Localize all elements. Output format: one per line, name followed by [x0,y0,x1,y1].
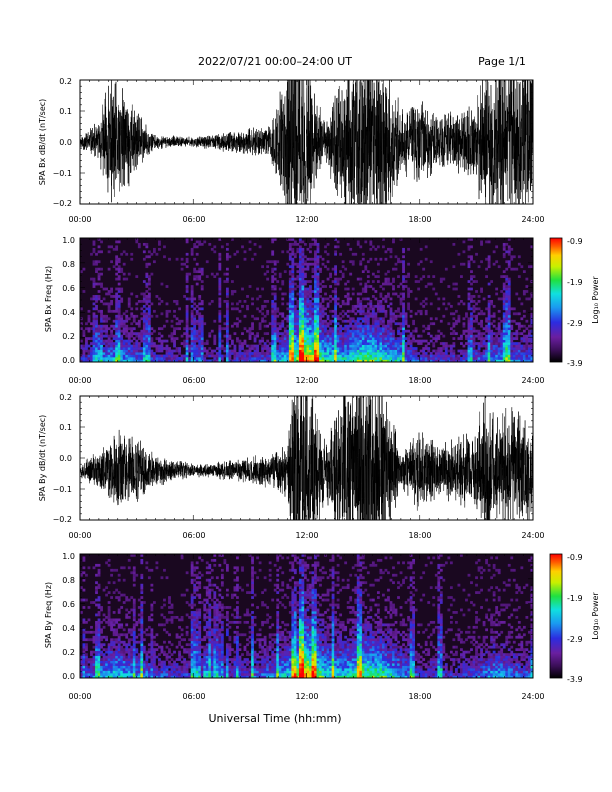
panel-bx-ytick: 0.1 [59,107,72,116]
bx-freq-tick-marks [79,238,534,362]
panel-by-freq-xtick: 18:00 [408,692,431,701]
panel-bx-ytick: −0.1 [53,169,72,178]
panel-bx-freq-yticks: 1.0 0.8 0.6 0.4 0.2 0.0 [62,236,75,365]
panel-bx-freq-xtick: 00:00 [68,376,91,385]
panel-bx-freq-ytick: 0.0 [62,356,75,365]
colorbar-by-tick: -1.9 [567,594,583,603]
panel-bx-freq-ytick: 0.8 [62,260,75,269]
panel-by-ytick: 0.0 [59,454,72,463]
by-freq-ytick-marks [80,553,533,679]
panel-bx-xtick: 24:00 [521,215,544,224]
by-freq-cells [80,554,534,679]
panel-by-xtick: 12:00 [295,531,318,540]
colorbar-by-label: Log₁₀ Power [591,592,600,640]
panel-by-freq-ytick: 0.0 [62,672,75,681]
panel-bx-freq-ytick: 1.0 [62,236,75,245]
by-ytick-marks [80,395,533,521]
panel-bx-freq-xtick: 18:00 [408,376,431,385]
panel-bx-ytick: 0.0 [59,138,72,147]
panel-by-plot [79,395,534,521]
colorbar-by: -0.9 -1.9 -2.9 -3.9 Log₁₀ Power [549,553,600,684]
panel-by-freq-ytick: 0.2 [62,648,75,657]
panel-bx-freq-ytick: 0.6 [62,284,75,293]
panel-bx-freq: SPA Bx Freq (Hz) 1.0 0.8 0.6 0.4 0.2 0.0… [44,236,545,385]
bx-trace-line [80,80,533,204]
panel-by-xticks: 00:00 06:00 12:00 18:00 24:00 [68,531,544,540]
page-indicator: Page 1/1 [478,55,526,68]
panel-by-xtick: 24:00 [521,531,544,540]
panel-by-freq-xtick: 00:00 [68,692,91,701]
colorbar-by-scale [549,553,563,679]
panel-bx-freq-xtick: 24:00 [521,376,544,385]
bx-freq-cells [80,238,534,363]
panel-by: SPA By dB/dt (nT/sec) 0.2 0.1 0.0 −0.1 −… [38,393,545,540]
panel-bx: SPA Bx dB/dt (nT/sec) 0.2 0.1 0.0 −0.1 −… [38,77,545,224]
panel-bx-ylabel: SPA Bx dB/dt (nT/sec) [38,99,47,186]
panel-bx-freq-ylabel: SPA Bx Freq (Hz) [44,266,53,332]
panel-by-freq-ytick: 0.4 [62,624,75,633]
panel-bx-ytick: −0.2 [53,199,72,208]
panel-by-xtick: 06:00 [182,531,205,540]
panel-by-ylabel: SPA By dB/dt (nT/sec) [38,415,47,502]
panel-by-freq-xtick: 06:00 [182,692,205,701]
plot-title: 2022/07/21 00:00–24:00 UT [198,55,352,68]
panel-by-xtick: 00:00 [68,531,91,540]
panel-bx-xtick: 18:00 [408,215,431,224]
by-trace-line [80,396,533,520]
panel-by-freq-plot [79,553,534,679]
colorbar-bx-tick: -2.9 [567,319,583,328]
panel-bx-freq-ytick: 0.4 [62,308,75,317]
panel-by-xtick: 18:00 [408,531,431,540]
panel-by-freq-ytick: 0.8 [62,576,75,585]
colorbar-by-tick: -3.9 [567,675,583,684]
panel-bx-freq-xtick: 06:00 [182,376,205,385]
colorbar-by-tick: -2.9 [567,635,583,644]
colorbar-bx-scale [549,237,563,363]
panel-bx-xtick: 06:00 [182,215,205,224]
bx-freq-ytick-marks [80,237,533,363]
panel-by-yticks: 0.2 0.1 0.0 −0.1 −0.2 [53,393,72,524]
panel-by-freq-ytick: 0.6 [62,600,75,609]
panel-bx-plot [79,79,534,205]
bx-ytick-marks [80,79,533,205]
panel-by-ytick: 0.2 [59,393,72,402]
panel-bx-freq-xticks: 00:00 06:00 12:00 18:00 24:00 [68,376,544,385]
panel-by-freq-ytick: 1.0 [62,552,75,561]
colorbar-bx-tick: -0.9 [567,237,583,246]
colorbar-bx-tick: -1.9 [567,278,583,287]
panel-by-ytick: 0.1 [59,423,72,432]
panel-by-freq-xtick: 24:00 [521,692,544,701]
colorbar-bx: -0.9 -1.9 -2.9 -3.9 Log₁₀ Power [549,237,600,368]
panel-bx-freq-plot [79,237,534,363]
panel-by-freq: SPA By Freq (Hz) 1.0 0.8 0.6 0.4 0.2 0.0… [44,552,545,701]
colorbar-by-tick: -0.9 [567,553,583,562]
panel-bx-ytick: 0.2 [59,77,72,86]
by-freq-tick-marks [79,554,534,678]
panel-bx-freq-xtick: 12:00 [295,376,318,385]
colorbar-bx-tick: -3.9 [567,359,583,368]
bx-tick-marks [79,80,534,204]
panel-bx-freq-ytick: 0.2 [62,332,75,341]
colorbar-bx-label: Log₁₀ Power [591,276,600,324]
panel-bx-xtick: 12:00 [295,215,318,224]
x-axis-title: Universal Time (hh:mm) [209,712,342,725]
panel-by-freq-yticks: 1.0 0.8 0.6 0.4 0.2 0.0 [62,552,75,681]
by-tick-marks [79,396,534,520]
panel-by-freq-ylabel: SPA By Freq (Hz) [44,582,53,648]
panel-by-ytick: −0.1 [53,485,72,494]
panel-by-freq-xtick: 12:00 [295,692,318,701]
panel-bx-yticks: 0.2 0.1 0.0 −0.1 −0.2 [53,77,72,208]
panel-bx-xticks: 00:00 06:00 12:00 18:00 24:00 [68,215,544,224]
panel-by-freq-xticks: 00:00 06:00 12:00 18:00 24:00 [68,692,544,701]
panel-by-ytick: −0.2 [53,515,72,524]
panel-bx-xtick: 00:00 [68,215,91,224]
